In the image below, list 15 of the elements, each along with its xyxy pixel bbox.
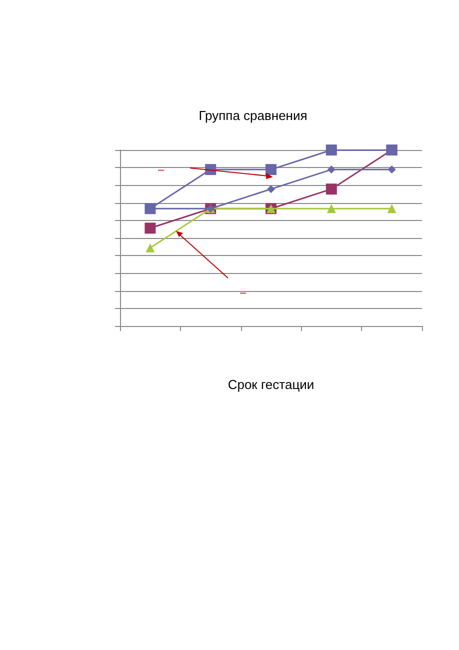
point xyxy=(326,184,337,195)
point xyxy=(387,204,396,214)
x-axis-title: Срок гестации xyxy=(228,377,314,392)
point xyxy=(388,166,396,174)
point xyxy=(327,166,336,174)
point xyxy=(146,243,155,252)
point xyxy=(326,204,336,214)
chart-title: Группа сравнения xyxy=(198,108,308,123)
point xyxy=(267,185,275,194)
point xyxy=(205,164,216,176)
point xyxy=(266,164,276,176)
annotation: – xyxy=(158,164,164,176)
annotation: – xyxy=(240,287,246,299)
point xyxy=(144,222,156,234)
point xyxy=(326,144,337,156)
